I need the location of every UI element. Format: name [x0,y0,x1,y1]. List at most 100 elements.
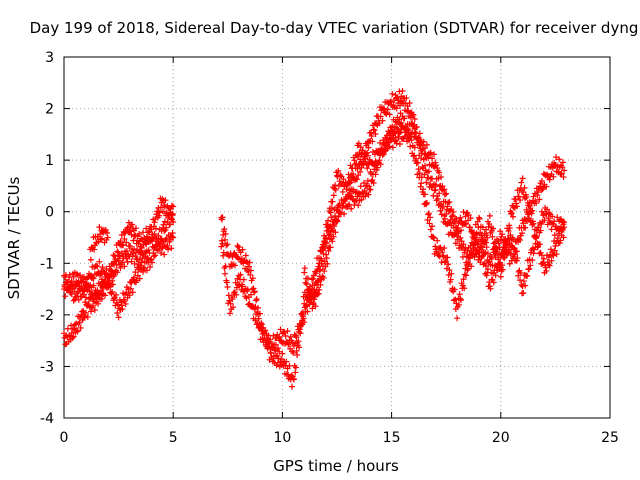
data-point [123,239,130,246]
data-point [231,289,238,296]
data-point [488,255,495,262]
data-point [553,251,560,258]
data-point [98,295,105,302]
data-point [510,213,517,220]
data-point [546,219,553,226]
data-point [244,286,251,293]
data-point [380,105,387,112]
data-point [414,159,421,166]
data-point [273,362,280,369]
data-point [301,319,308,326]
data-point [411,115,418,122]
data-point [518,230,525,237]
data-point [420,138,427,145]
data-point [465,265,472,272]
data-point [353,160,360,167]
data-point [453,216,460,223]
data-point [251,288,258,295]
data-point [367,186,374,193]
data-point [477,259,484,266]
data-point [447,276,454,283]
data-point [348,205,355,212]
data-point [138,245,145,252]
data-point [546,176,553,183]
data-point [111,272,118,279]
data-point [393,140,400,147]
data-point [545,210,552,217]
data-point [231,262,238,269]
data-point [556,156,563,163]
data-point [110,252,117,259]
data-point [303,302,310,309]
data-point [386,143,393,150]
data-point [429,223,436,230]
data-point [540,255,547,262]
data-point [518,179,525,186]
data-point [257,336,264,343]
data-point [364,165,371,172]
data-point [439,187,446,194]
data-point [513,203,520,210]
data-point [457,234,464,241]
data-point [450,297,457,304]
data-point [550,252,557,259]
data-point [378,146,385,153]
data-point [524,272,531,279]
data-point [527,262,534,269]
data-point [127,243,134,250]
data-point [445,261,452,268]
data-point [132,252,139,259]
data-point [452,296,459,303]
data-point [282,332,289,339]
data-point [522,282,529,289]
data-point [362,193,369,200]
series-track-7 [344,121,568,280]
data-point [77,324,84,331]
data-point [427,214,434,221]
data-point [285,341,292,348]
data-point [292,369,299,376]
data-point [459,282,466,289]
data-point [219,240,226,247]
data-point [145,247,152,254]
data-point [397,129,404,136]
data-point [441,186,448,193]
data-point [480,248,487,255]
y-tick-label: 2 [45,102,54,118]
data-point [541,217,548,224]
data-point [128,231,135,238]
data-point [140,268,147,275]
data-point [543,183,550,190]
data-point [82,309,89,316]
data-point [411,152,418,159]
data-point [369,176,376,183]
data-point [528,210,535,217]
data-point [353,152,360,159]
data-point [327,244,334,251]
data-point [304,308,311,315]
data-point [506,260,513,267]
data-point [89,296,96,303]
data-point [151,219,158,226]
data-point [316,286,323,293]
data-point [223,242,230,249]
data-point [332,182,339,189]
data-point [246,259,253,266]
y-tick-label: -1 [40,256,54,272]
data-point [129,289,136,296]
data-point [554,214,561,221]
data-point [168,233,175,240]
data-point [78,311,85,318]
data-point [396,116,403,123]
data-point [399,87,406,94]
data-point [288,372,295,379]
data-point [143,267,150,274]
data-point [549,213,556,220]
data-point [368,129,375,136]
chart-title: Day 199 of 2018, Sidereal Day-to-day VTE… [30,19,639,37]
data-point [529,245,536,252]
data-point [104,229,111,236]
data-point [384,106,391,113]
data-point [353,176,360,183]
data-point [136,275,143,282]
